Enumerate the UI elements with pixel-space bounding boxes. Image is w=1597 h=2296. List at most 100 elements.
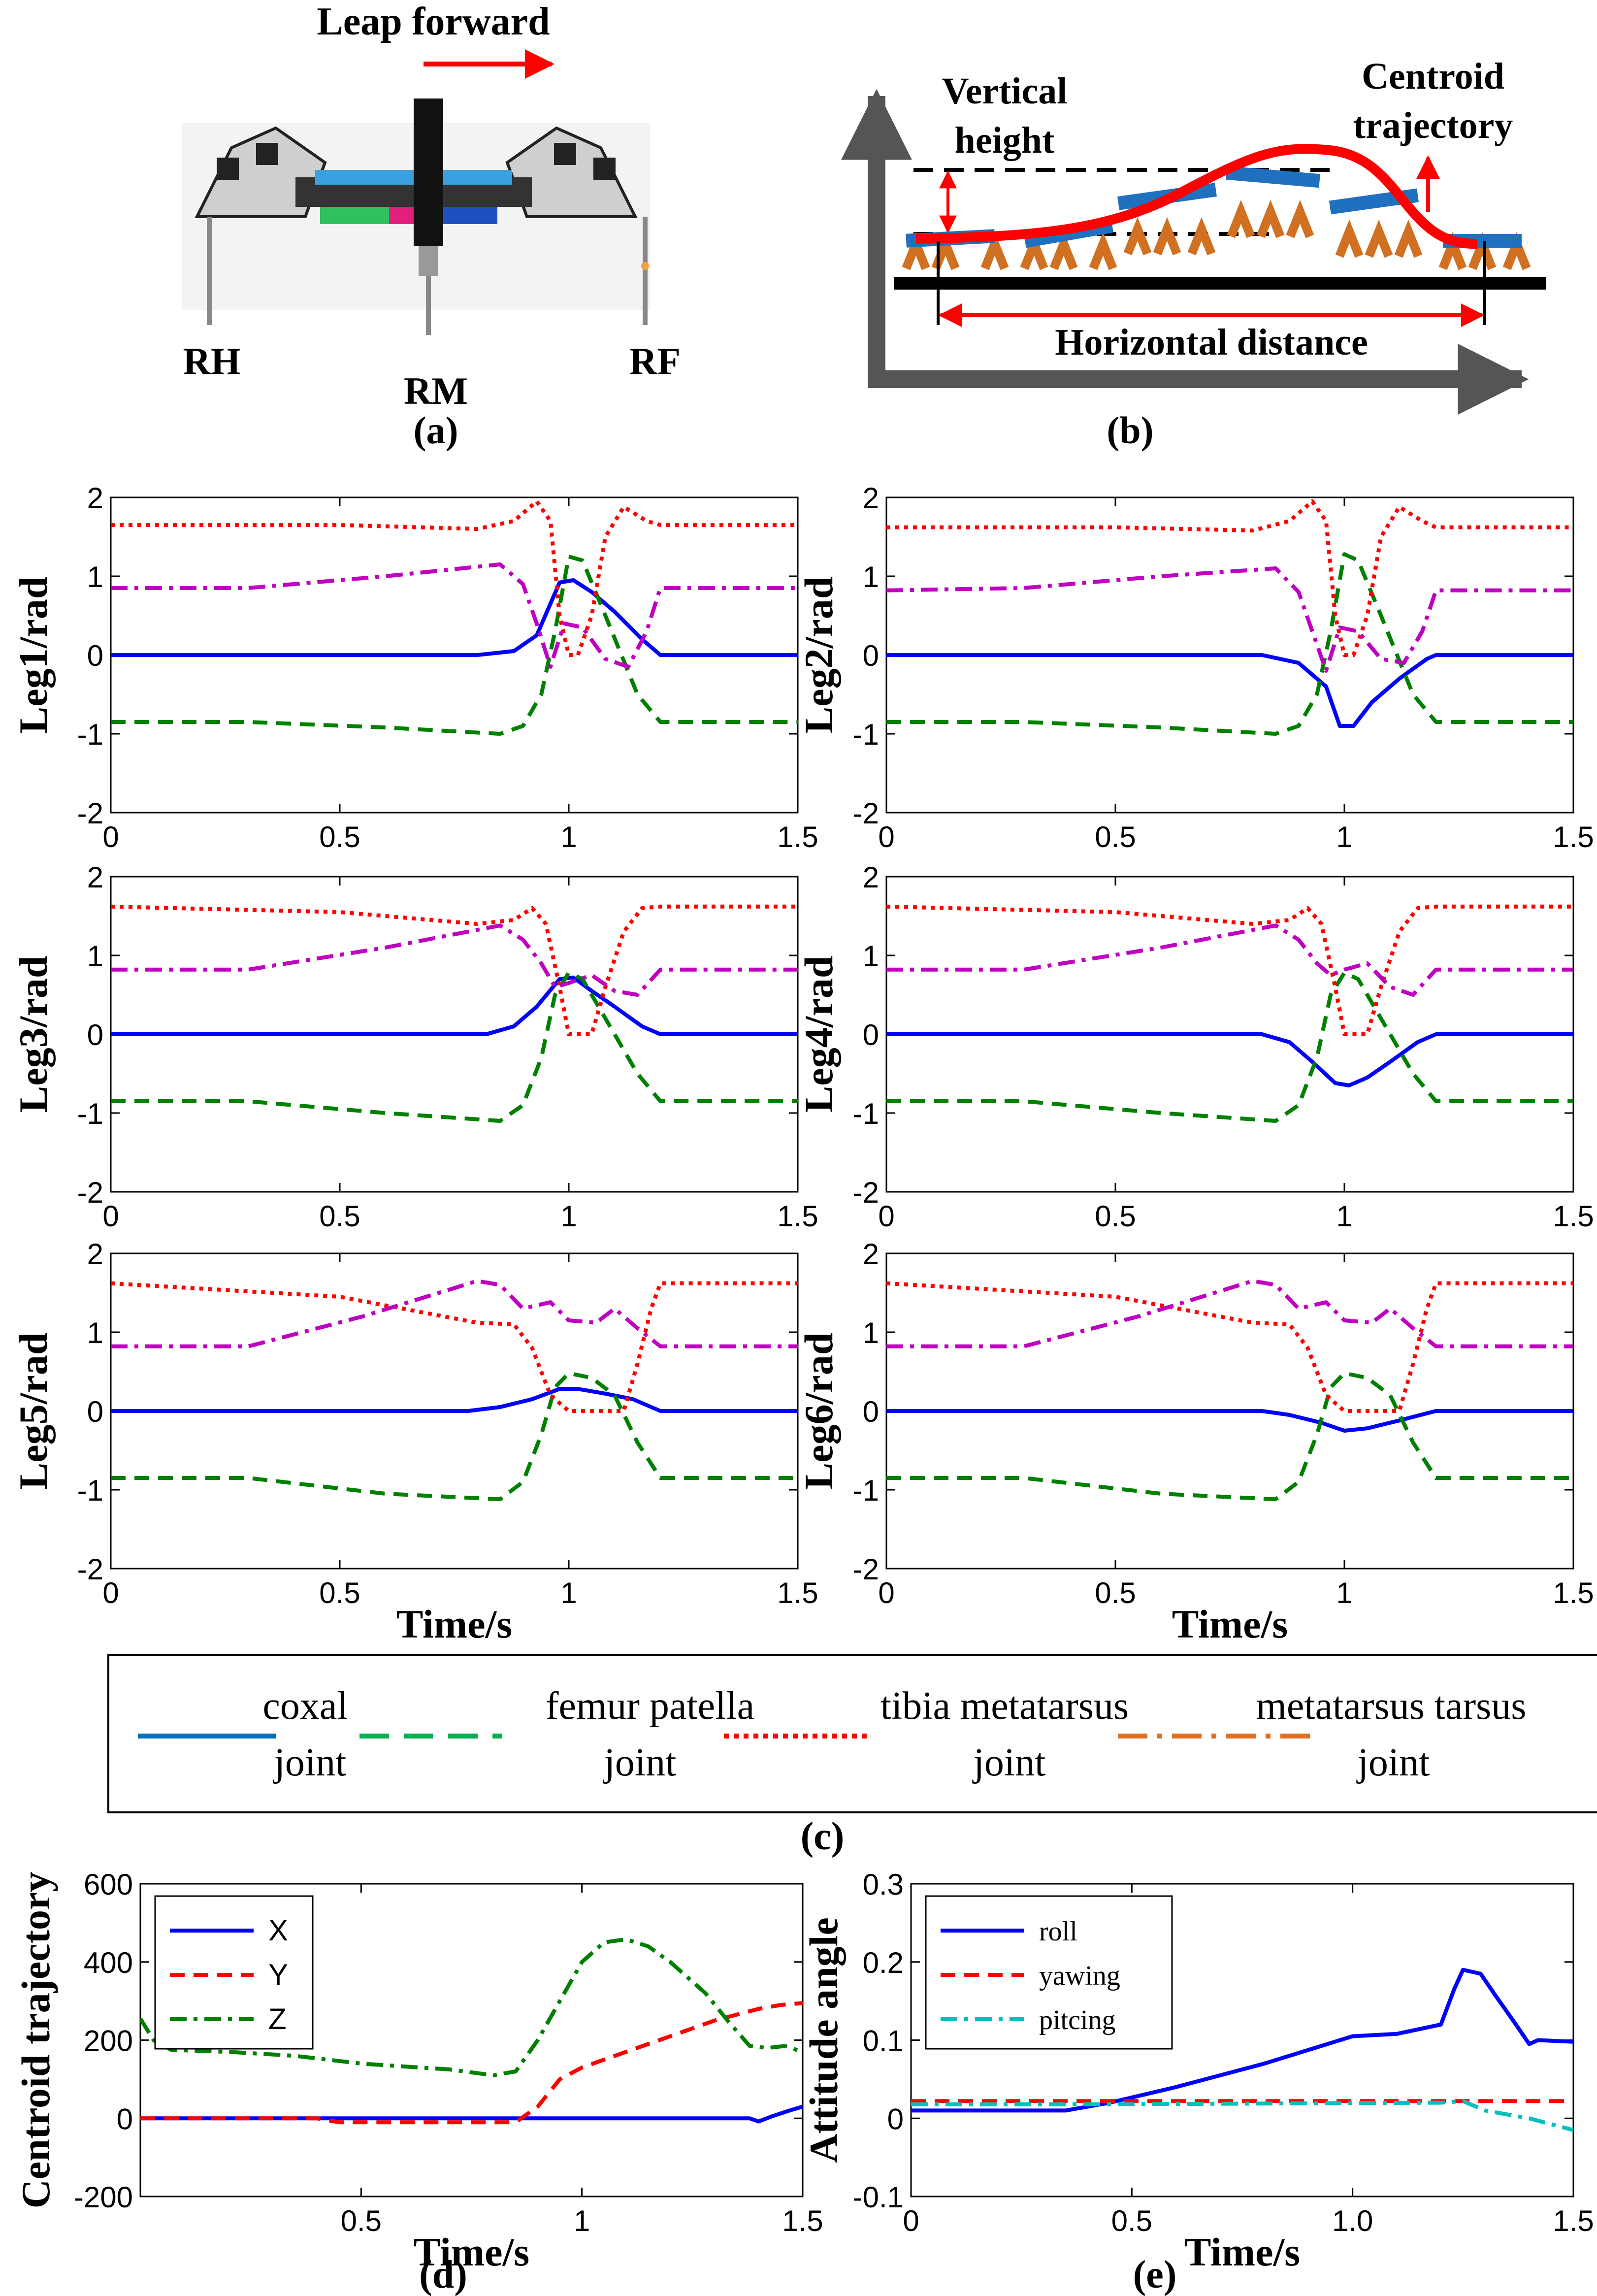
x-tick-label: 1 xyxy=(560,820,577,853)
caption-c: (c) xyxy=(801,1815,845,1858)
leg-label-rm: RM xyxy=(404,369,468,412)
y-tick-label: 0 xyxy=(887,2102,904,2135)
x-tick-label: 0 xyxy=(878,1576,894,1609)
x-tick-label: 1.5 xyxy=(1553,2204,1594,2237)
series-line-pitcing xyxy=(911,2099,1573,2132)
series-line-0 xyxy=(886,1409,1573,1433)
y-tick-label: -2 xyxy=(853,1176,879,1209)
y-tick-label: -1 xyxy=(77,1474,103,1507)
vertical-height-label-2: height xyxy=(955,120,1055,161)
centroid-trajectory-label-1: Centroid xyxy=(1362,56,1504,97)
y-tick-label: 2 xyxy=(87,861,103,894)
leap-forward-label: Leap forward xyxy=(317,0,550,43)
x-tick-label: 1 xyxy=(1336,820,1352,853)
x-tick-label: 1 xyxy=(560,1200,577,1233)
series-line-2 xyxy=(886,904,1573,1036)
y-tick-label: 2 xyxy=(863,861,879,894)
horizontal-distance-label: Horizontal distance xyxy=(1055,322,1368,363)
y-tick-label: 600 xyxy=(84,1868,133,1901)
y-tick-label: 2 xyxy=(863,1238,879,1271)
y-tick-label: -2 xyxy=(77,797,103,830)
y-axis-label: Leg6/rad xyxy=(796,1333,841,1490)
series-line-2 xyxy=(111,1281,798,1413)
chart-centroid-trajectory: -200 0 200 400 600 0.5 1 1.5 Centroid trajectory… xyxy=(13,1868,823,2274)
joint-legend: coxal joint femur patella joint tibia me… xyxy=(107,1654,1597,1813)
leg-label-rf: RF xyxy=(629,340,681,383)
y-tick-label: 2 xyxy=(87,482,103,515)
y-tick-label: -1 xyxy=(853,718,879,751)
series-line-X xyxy=(140,2104,803,2124)
panel-b: Vertical height Centroid trajectory Hori… xyxy=(841,56,1546,452)
x-tick-label: 0.5 xyxy=(319,1200,360,1233)
x-tick-label: 0.5 xyxy=(319,1576,360,1609)
x-tick-label: 1 xyxy=(560,1576,577,1609)
y-tick-label: 400 xyxy=(84,1946,133,1979)
x-tick-label: 1.5 xyxy=(1553,1576,1594,1609)
y-tick-label: 1 xyxy=(87,560,103,593)
legend-entry: X xyxy=(268,1914,288,1947)
y-axis-label: Centroid trajectory xyxy=(13,1872,58,2209)
legend-femur-line1: femur patella xyxy=(546,1684,754,1728)
series-line-1 xyxy=(111,1371,798,1502)
x-tick-label: 0 xyxy=(102,820,119,853)
chart-leg6: -2 -1 0 1 2 0 0.5 1 1.5 Leg6/rad Time/s xyxy=(796,1238,1594,1646)
x-tick-label: 0.5 xyxy=(1111,2204,1152,2237)
x-axis-label: Time/s xyxy=(396,1602,512,1646)
x-tick-label: 0 xyxy=(903,2204,919,2237)
y-tick-label: 1 xyxy=(87,1316,103,1349)
y-tick-label: 0 xyxy=(87,1018,103,1051)
series-line-3 xyxy=(886,923,1573,997)
y-tick-label: 0.3 xyxy=(863,1868,904,1901)
x-tick-label: 0 xyxy=(102,1200,119,1233)
centroid-trajectory-label-2: trajectory xyxy=(1353,105,1513,146)
chart-leg1: -2 -1 0 1 2 0 0.5 1 1.5 Leg1/rad xyxy=(11,482,818,853)
x-axis-label: Time/s xyxy=(414,2230,529,2274)
y-tick-label: 2 xyxy=(87,1238,103,1271)
y-tick-label: 0 xyxy=(87,639,103,672)
series-line-Y xyxy=(140,2001,803,2125)
chart-leg2: -2 -1 0 1 2 0 0.5 1 1.5 Leg2/rad xyxy=(796,482,1594,853)
legend-metatarsus-line1: metatarsus tarsus xyxy=(1256,1684,1527,1728)
series-line-2 xyxy=(886,499,1573,657)
legend-entry: roll xyxy=(1039,1916,1077,1947)
chart-leg4: -2 -1 0 1 2 0 0.5 1 1.5 Leg4/rad xyxy=(796,861,1594,1233)
y-tick-label: 0 xyxy=(863,1018,879,1051)
leg-label-rh: RH xyxy=(183,340,241,383)
chart-leg5: -2 -1 0 1 2 0 0.5 1 1.5 Leg5/rad Time/s xyxy=(11,1238,818,1646)
legend-tibia-line1: tibia metatarsus xyxy=(880,1684,1129,1728)
x-tick-label: 0 xyxy=(102,1576,119,1609)
series-line-3 xyxy=(886,566,1573,673)
y-tick-label: -1 xyxy=(853,1097,879,1130)
series-line-1 xyxy=(111,971,798,1123)
x-tick-label: 0.5 xyxy=(1095,1576,1136,1609)
y-tick-label: 1 xyxy=(863,560,879,593)
y-tick-label: -2 xyxy=(77,1176,103,1209)
legend-box xyxy=(154,1895,314,2050)
series-line-0 xyxy=(111,1387,798,1413)
x-tick-label: 0 xyxy=(878,1200,894,1233)
y-tick-label: -200 xyxy=(74,2181,133,2214)
x-tick-label: 0.5 xyxy=(1095,1200,1136,1233)
y-tick-label: 1 xyxy=(863,940,879,973)
y-axis-label: Leg2/rad xyxy=(796,577,841,734)
x-tick-label: 1.5 xyxy=(1553,1200,1594,1233)
y-tick-label: 1 xyxy=(863,1316,879,1349)
y-tick-label: 200 xyxy=(84,2025,133,2058)
chart-leg3: -2 -1 0 1 2 0 0.5 1 1.5 Leg3/rad xyxy=(11,861,818,1233)
series-line-1 xyxy=(886,1371,1573,1502)
x-axis-label: Time/s xyxy=(1184,2230,1300,2274)
series-line-1 xyxy=(886,971,1573,1123)
legend-entry: pitcing xyxy=(1039,2005,1116,2035)
x-tick-label: 1.5 xyxy=(777,1200,818,1233)
x-tick-label: 1.5 xyxy=(777,820,818,853)
x-tick-label: 1 xyxy=(574,2204,590,2237)
x-tick-label: 1.0 xyxy=(1332,2204,1373,2237)
legend-entry: Y xyxy=(268,1958,288,1991)
x-tick-label: 0.5 xyxy=(341,2204,382,2237)
series-line-3 xyxy=(111,923,798,997)
caption-b: (b) xyxy=(1107,409,1153,452)
y-tick-label: 1 xyxy=(87,940,103,973)
x-tick-label: 0.5 xyxy=(1095,820,1136,853)
series-line-roll xyxy=(911,1968,1573,2113)
